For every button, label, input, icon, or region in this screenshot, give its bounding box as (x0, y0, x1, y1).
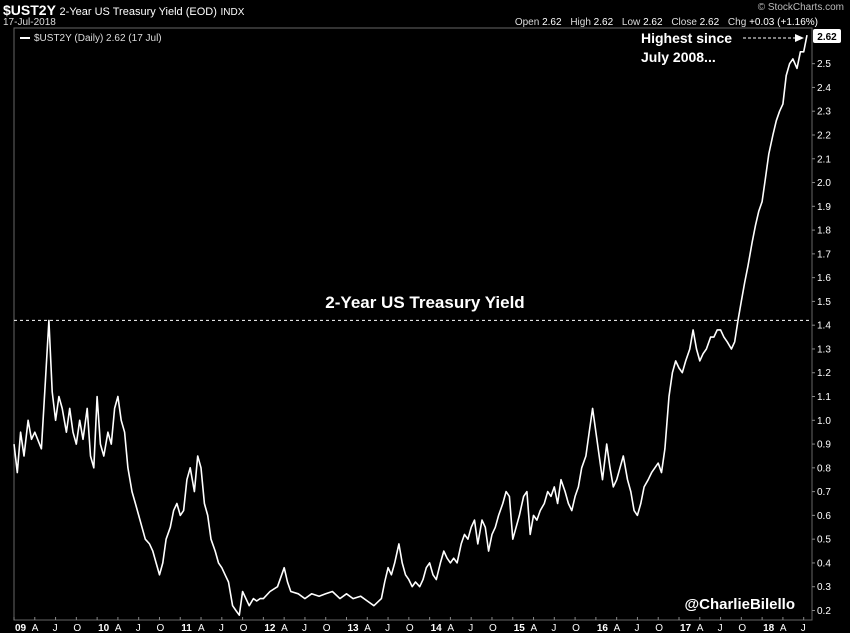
y-tick-label: 1.8 (817, 226, 831, 237)
y-tick-label: 1.6 (817, 273, 831, 284)
y-tick-label: 0.9 (817, 440, 831, 451)
close-value: 2.62 (699, 17, 720, 28)
y-tick-label: 1.4 (817, 321, 831, 332)
x-tick-label: J (718, 623, 723, 633)
x-tick-label: J (219, 623, 224, 633)
x-tick-label: J (801, 623, 806, 633)
annotation-arrow-head (795, 34, 804, 42)
x-tick-label: 14 (431, 623, 443, 633)
y-tick-label: 2.5 (817, 59, 831, 70)
y-tick-label: 0.2 (817, 606, 831, 617)
y-tick-label: 0.5 (817, 535, 831, 546)
x-tick-label: O (156, 623, 164, 633)
x-tick-label: A (697, 623, 704, 633)
x-tick-label: A (364, 623, 371, 633)
x-tick-label: O (655, 623, 663, 633)
x-tick-label: A (531, 623, 538, 633)
ticker-symbol: $UST2Y (3, 2, 56, 18)
x-tick-label: J (385, 623, 390, 633)
y-tick-label: 2.4 (817, 83, 831, 94)
x-tick-label: A (198, 623, 205, 633)
low-value: 2.62 (643, 17, 663, 28)
x-tick-label: O (489, 623, 497, 633)
x-tick-label: A (447, 623, 454, 633)
open-value: 2.62 (542, 17, 562, 28)
y-tick-label: 0.8 (817, 463, 831, 474)
x-tick-label: A (32, 623, 39, 633)
y-tick-label: 2.0 (817, 178, 831, 189)
x-tick-label: 11 (181, 623, 192, 633)
x-tick-label: 18 (763, 623, 775, 633)
y-tick-label: 1.9 (817, 202, 831, 213)
y-tick-label: 1.3 (817, 344, 831, 355)
y-tick-label: 1.1 (817, 392, 831, 403)
chg-label: Chg (727, 17, 747, 28)
y-axis: 0.2 0.3 0.4 0.5 0.6 0.7 0.8 0.9 1.0 1.1 1.2 1.3 1.4 1… (812, 59, 831, 617)
brand-watermark: © StockCharts.com (757, 2, 844, 13)
x-tick-label: O (738, 623, 746, 633)
y-tick-label: 1.0 (817, 416, 831, 427)
low-label: Low (621, 17, 641, 28)
x-tick-label: O (73, 623, 81, 633)
ticker-description: 2-Year US Treasury Yield (EOD) (59, 6, 217, 18)
annotation-line-1: Highest since (641, 30, 732, 46)
chg-value: +0.03 (+1.16%) (749, 17, 818, 28)
legend-entry: $UST2Y (Daily) 2.62 (17 Jul) (34, 33, 162, 44)
x-tick-label: J (551, 623, 556, 633)
annotation-line-2: July 2008... (641, 49, 716, 65)
y-tick-label: 1.2 (817, 368, 831, 379)
x-tick-label: J (634, 623, 639, 633)
x-axis: 09 A J O 10 A J O 11 A J O 12 A J O 13 A J O 14 A J O 15 A J O 16 A J O… (13, 617, 806, 633)
x-tick-label: O (406, 623, 414, 633)
yield-series-line (13, 34, 808, 616)
last-value-text: 2.62 (817, 32, 837, 43)
chart-title: 2-Year US Treasury Yield (325, 293, 524, 312)
chart-date: 17-Jul-2018 (3, 17, 56, 28)
legend: $UST2Y (Daily) 2.62 (17 Jul) (20, 33, 162, 44)
x-tick-label: 09 (15, 623, 27, 633)
y-tick-label: 0.3 (817, 582, 831, 593)
ohlc-readout: Open 2.62 High 2.62 Low 2.62 Close 2.62 … (509, 17, 818, 28)
x-tick-label: 16 (597, 623, 609, 633)
y-tick-label: 2.1 (817, 154, 831, 165)
x-tick-label: O (240, 623, 248, 633)
author-credit: @CharlieBilello (685, 596, 796, 613)
plot-frame (13, 27, 813, 621)
y-tick-label: 1.7 (817, 249, 831, 260)
close-label: Close (671, 17, 697, 28)
chart-header-title: $UST2Y 2-Year US Treasury Yield (EOD) IN… (3, 2, 244, 18)
open-label: Open (514, 17, 540, 28)
x-tick-label: J (53, 623, 58, 633)
x-tick-label: 12 (264, 623, 276, 633)
x-tick-label: 13 (348, 623, 360, 633)
x-tick-label: 10 (98, 623, 110, 633)
x-tick-label: 15 (514, 623, 526, 633)
high-label: High (570, 17, 591, 28)
x-tick-label: A (780, 623, 787, 633)
ticker-exchange: INDX (220, 7, 245, 18)
x-tick-label: A (115, 623, 122, 633)
x-tick-label: J (302, 623, 307, 633)
y-tick-label: 0.6 (817, 511, 831, 522)
x-tick-label: O (572, 623, 580, 633)
last-value-badge: 2.62 (813, 29, 841, 43)
last-value-box (813, 29, 841, 43)
high-value: 2.62 (593, 17, 614, 28)
x-tick-label: A (281, 623, 288, 633)
y-tick-label: 2.3 (817, 107, 831, 118)
x-tick-label: J (136, 623, 141, 633)
x-tick-label: A (614, 623, 621, 633)
x-tick-label: O (323, 623, 331, 633)
y-tick-label: 2.2 (817, 130, 831, 141)
y-tick-label: 0.4 (817, 558, 831, 569)
x-tick-label: 17 (680, 623, 692, 633)
x-tick-label: J (468, 623, 473, 633)
y-tick-label: 1.5 (817, 297, 831, 308)
y-tick-label: 0.7 (817, 487, 831, 498)
